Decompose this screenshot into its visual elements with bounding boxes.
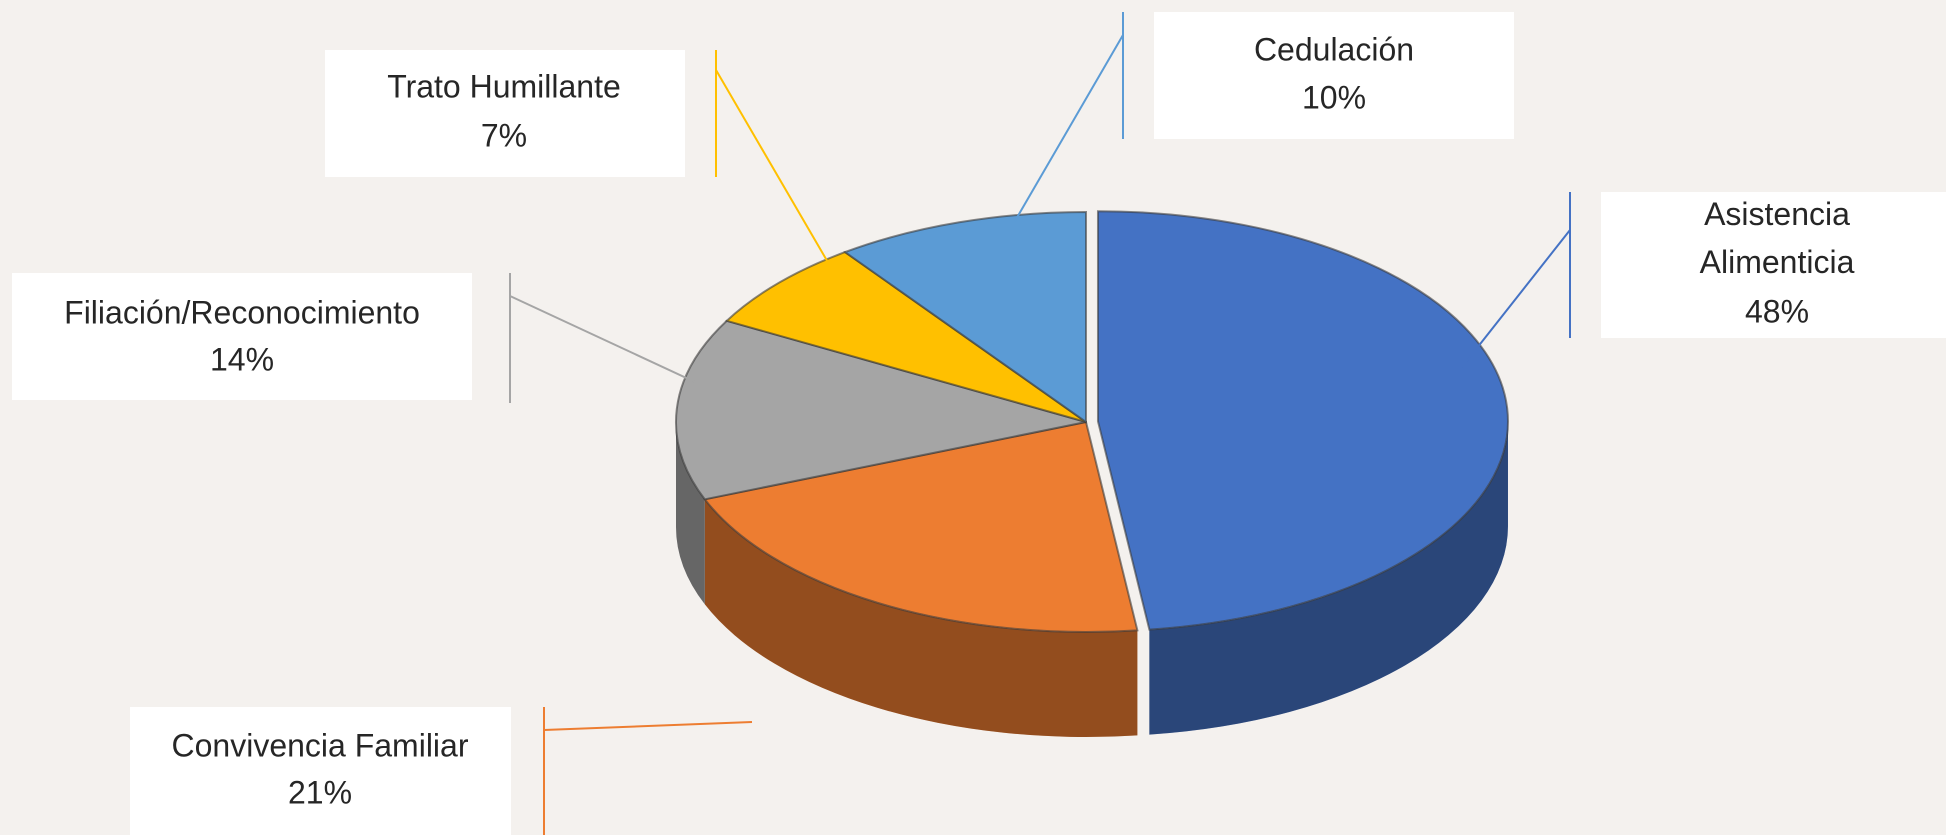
chart: AsistenciaAlimenticia48%Convivencia Fami… [0,0,1946,835]
value-label: 10% [1302,79,1366,115]
category-label: Filiación/Reconocimiento [64,294,420,330]
category-label: Trato Humillante [387,68,621,104]
label-box [12,273,472,400]
category-label: Cedulación [1254,31,1414,67]
value-label: 48% [1745,293,1809,329]
category-label: Convivencia Familiar [172,727,469,763]
label-box [130,707,511,835]
value-label: 7% [481,117,527,153]
value-label: 21% [288,774,352,810]
value-label: 14% [210,341,274,377]
